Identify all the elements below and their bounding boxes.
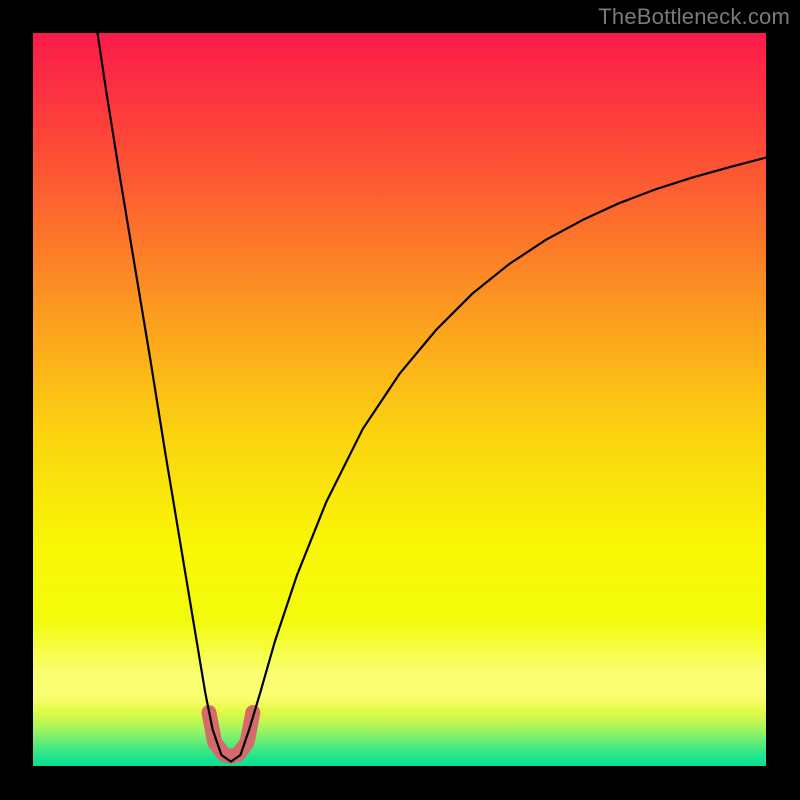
plot-background xyxy=(33,33,766,766)
chart-svg xyxy=(0,0,800,800)
watermark-text: TheBottleneck.com xyxy=(598,4,790,30)
bottleneck-curve-chart xyxy=(0,0,800,800)
